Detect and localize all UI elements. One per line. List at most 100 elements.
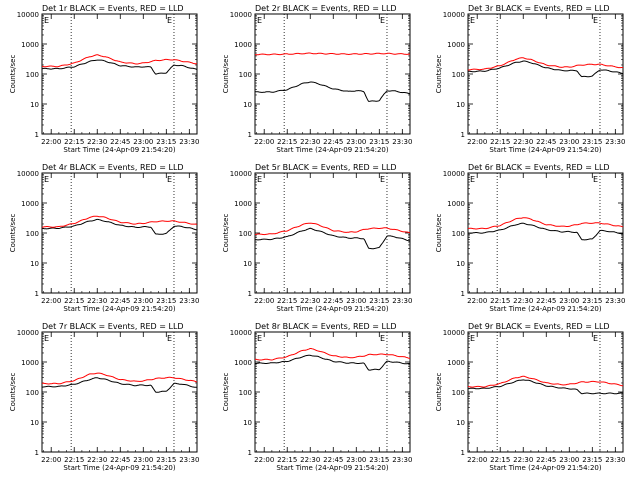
panel-title: Det 2r BLACK = Events, RED = LLD: [255, 4, 397, 13]
y-tick-label: 10: [30, 260, 39, 268]
x-tick-label: 22:15: [490, 297, 510, 305]
y-tick-label: 10000: [443, 329, 465, 337]
panel-title: Det 1r BLACK = Events, RED = LLD: [42, 4, 184, 13]
x-tick-label: 23:30: [605, 297, 625, 305]
panel-title: Det 5r BLACK = Events, RED = LLD: [255, 163, 397, 172]
y-tick-label: 10: [30, 101, 39, 109]
y-tick-label: 1000: [447, 41, 465, 49]
y-tick-label: 1: [248, 290, 252, 298]
y-tick-label: 10: [456, 101, 465, 109]
detector-panel-4: Det 4r BLACK = Events, RED = LLD 1 10 100 10…: [9, 163, 199, 313]
y-tick-label: 1: [248, 449, 252, 457]
y-tick-label: 1000: [21, 41, 39, 49]
y-tick-label: 10000: [443, 11, 465, 19]
y-axis-label: Counts/sec: [435, 373, 443, 412]
y-tick-label: 100: [239, 230, 252, 238]
x-tick-label: 22:15: [64, 297, 84, 305]
x-tick-label: 23:15: [582, 456, 602, 464]
x-tick-label: 23:15: [369, 456, 389, 464]
x-tick-label: 23:30: [392, 138, 412, 146]
corner-marker: E: [470, 16, 475, 25]
y-tick-label: 1000: [447, 200, 465, 208]
corner-marker: E: [257, 175, 262, 184]
events-series-line: [41, 218, 198, 235]
x-tick-label: 22:15: [64, 456, 84, 464]
x-tick-label: 22:15: [64, 138, 84, 146]
corner-marker: E: [380, 334, 385, 343]
y-tick-label: 10: [456, 419, 465, 427]
y-tick-label: 10000: [230, 11, 252, 19]
x-tick-label: 22:45: [323, 456, 343, 464]
x-tick-label: 23:00: [559, 297, 579, 305]
corner-marker: E: [380, 175, 385, 184]
x-tick-label: 23:30: [179, 297, 199, 305]
y-tick-label: 1000: [447, 359, 465, 367]
y-axis-label: Counts/sec: [222, 55, 230, 94]
x-tick-label: 22:30: [513, 456, 533, 464]
y-tick-label: 1: [248, 131, 252, 139]
x-tick-label: 22:45: [110, 138, 130, 146]
x-tick-label: 22:30: [300, 456, 320, 464]
detector-panel-3: Det 3r BLACK = Events, RED = LLD 1 10 100 10…: [435, 4, 625, 154]
panel-title: Det 3r BLACK = Events, RED = LLD: [468, 4, 610, 13]
x-tick-label: 22:15: [490, 456, 510, 464]
y-tick-label: 1000: [234, 200, 252, 208]
y-tick-label: 1: [461, 449, 465, 457]
y-tick-label: 100: [452, 71, 465, 79]
y-tick-label: 10: [243, 101, 252, 109]
lld-series-line: [254, 222, 411, 236]
events-series-line: [467, 379, 623, 395]
lld-series-line: [255, 348, 411, 361]
corner-marker: E: [593, 175, 598, 184]
x-tick-label: 22:00: [41, 456, 61, 464]
y-tick-label: 100: [26, 389, 39, 397]
x-tick-label: 23:15: [582, 297, 602, 305]
x-tick-label: 22:00: [41, 138, 61, 146]
x-tick-label: 22:45: [536, 456, 556, 464]
y-tick-label: 1000: [21, 200, 39, 208]
y-tick-label: 1: [461, 290, 465, 298]
corner-marker: E: [593, 16, 598, 25]
y-tick-label: 100: [452, 389, 465, 397]
lld-series-line: [467, 375, 623, 388]
x-axis-label: Start Time (24-Apr-09 21:54:20): [489, 464, 601, 472]
x-tick-label: 23:00: [133, 456, 153, 464]
x-tick-label: 23:15: [369, 297, 389, 305]
x-tick-label: 23:15: [156, 297, 176, 305]
x-axis-label: Start Time (24-Apr-09 21:54:20): [276, 146, 388, 154]
panel-title: Det 4r BLACK = Events, RED = LLD: [42, 163, 184, 172]
x-tick-label: 22:45: [110, 297, 130, 305]
x-tick-label: 23:15: [156, 456, 176, 464]
x-tick-label: 22:30: [513, 138, 533, 146]
events-series-line: [467, 222, 623, 241]
y-tick-label: 1: [461, 131, 465, 139]
events-series-line: [41, 59, 198, 75]
y-axis-label: Counts/sec: [222, 214, 230, 253]
x-axis-label: Start Time (24-Apr-09 21:54:20): [276, 305, 388, 313]
x-tick-label: 22:15: [277, 297, 297, 305]
y-tick-label: 1: [35, 131, 39, 139]
y-tick-label: 10000: [230, 170, 252, 178]
y-tick-label: 10000: [443, 170, 465, 178]
x-tick-label: 23:00: [559, 456, 579, 464]
y-tick-label: 100: [239, 71, 252, 79]
y-tick-label: 10000: [17, 170, 39, 178]
x-tick-label: 22:00: [467, 297, 487, 305]
lld-series-line: [468, 57, 623, 71]
lld-series-line: [467, 217, 624, 230]
x-tick-label: 22:00: [254, 297, 274, 305]
y-axis-label: Counts/sec: [435, 55, 443, 94]
x-tick-label: 22:30: [513, 297, 533, 305]
x-tick-label: 23:00: [346, 138, 366, 146]
x-axis-label: Start Time (24-Apr-09 21:54:20): [63, 146, 175, 154]
y-tick-label: 100: [239, 389, 252, 397]
detector-panel-5: Det 5r BLACK = Events, RED = LLD 1 10 100 10…: [222, 163, 412, 313]
y-axis-label: Counts/sec: [9, 55, 17, 94]
detector-panel-9: Det 9r BLACK = Events, RED = LLD 1 10 100 10…: [435, 322, 625, 472]
y-tick-label: 1: [35, 449, 39, 457]
y-tick-label: 100: [26, 71, 39, 79]
y-tick-label: 10: [243, 260, 252, 268]
corner-marker: E: [44, 16, 49, 25]
x-tick-label: 23:30: [392, 297, 412, 305]
